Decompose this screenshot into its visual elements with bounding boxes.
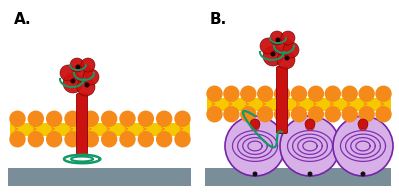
Circle shape [28,132,43,147]
Circle shape [71,79,75,83]
Circle shape [102,132,117,147]
Circle shape [376,107,391,122]
Circle shape [83,132,98,147]
Circle shape [280,116,340,176]
Circle shape [60,65,76,81]
Circle shape [275,37,280,43]
Circle shape [263,46,283,66]
Circle shape [207,86,222,101]
Circle shape [359,107,374,122]
Circle shape [241,86,256,101]
FancyBboxPatch shape [77,93,87,156]
Circle shape [333,116,393,176]
Text: B.: B. [210,12,227,27]
Circle shape [74,64,92,82]
Circle shape [175,111,190,126]
Circle shape [325,86,340,101]
Circle shape [138,132,153,147]
Circle shape [83,69,99,85]
Circle shape [283,42,299,58]
Circle shape [361,172,365,177]
Circle shape [305,119,315,129]
Bar [8,168,191,186]
Circle shape [325,107,340,122]
Circle shape [258,86,273,101]
Circle shape [271,52,275,56]
Circle shape [10,132,25,147]
Circle shape [47,132,62,147]
Circle shape [308,107,324,122]
Circle shape [70,58,84,72]
Circle shape [157,111,172,126]
Circle shape [10,111,25,126]
Circle shape [175,132,190,147]
Circle shape [292,107,306,122]
Circle shape [241,107,256,122]
Circle shape [65,132,80,147]
Circle shape [28,111,43,126]
Circle shape [77,78,95,96]
Bar [10,122,190,135]
Circle shape [376,86,391,101]
Circle shape [65,111,80,126]
Circle shape [207,107,222,122]
Circle shape [342,86,357,101]
FancyBboxPatch shape [277,66,288,133]
Circle shape [224,107,239,122]
Circle shape [275,86,290,101]
Circle shape [85,83,89,87]
Circle shape [102,111,117,126]
Circle shape [308,86,324,101]
Circle shape [253,172,257,177]
Circle shape [138,111,153,126]
Circle shape [358,119,368,129]
Circle shape [274,37,292,55]
Circle shape [258,107,273,122]
Circle shape [250,119,260,129]
Circle shape [83,111,98,126]
Circle shape [359,86,374,101]
Circle shape [81,58,95,72]
Circle shape [292,86,306,101]
Circle shape [284,55,290,61]
Circle shape [75,64,81,70]
Circle shape [342,107,357,122]
Circle shape [270,31,284,45]
Circle shape [120,111,135,126]
Circle shape [308,172,312,177]
Circle shape [47,111,62,126]
Circle shape [120,132,135,147]
Circle shape [225,116,285,176]
Circle shape [277,51,295,69]
Text: A.: A. [14,12,32,27]
Bar [207,97,391,111]
Circle shape [281,31,295,45]
Circle shape [275,107,290,122]
Circle shape [157,132,172,147]
Circle shape [224,86,239,101]
Circle shape [260,38,276,54]
Bar [205,168,391,186]
Circle shape [63,73,83,93]
